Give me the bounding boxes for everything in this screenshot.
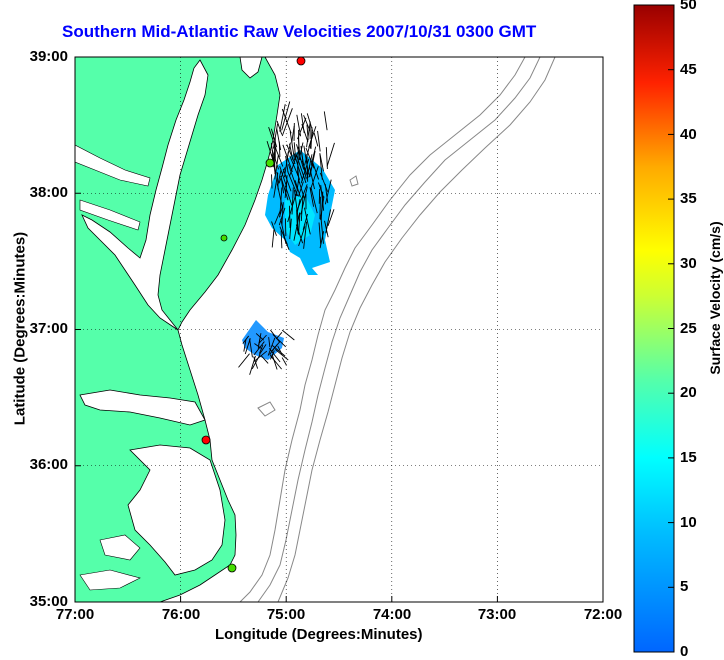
x-tick-label: 72:00: [573, 606, 633, 623]
station-marker-green: [228, 564, 236, 572]
station-marker-red: [297, 57, 305, 65]
colorbar-tick-label: 20: [680, 384, 697, 401]
x-tick-label: 74:00: [362, 606, 422, 623]
station-marker-green: [266, 159, 274, 167]
colorbar-tick-label: 15: [680, 449, 697, 466]
x-axis-label: Longitude (Degrees:Minutes): [215, 626, 423, 643]
colorbar-label: Surface Velocity (cm/s): [707, 198, 723, 398]
colorbar-tick-label: 25: [680, 320, 697, 337]
colorbar-tick-label: 45: [680, 61, 697, 78]
colorbar-tick-label: 0: [680, 643, 688, 660]
station-marker-green: [221, 235, 227, 241]
x-tick-label: 77:00: [45, 606, 105, 623]
colorbar-tick-label: 30: [680, 255, 697, 272]
colorbar-tick-label: 5: [680, 578, 688, 595]
x-tick-label: 73:00: [467, 606, 527, 623]
x-tick-label: 75:00: [256, 606, 316, 623]
colorbar-tick-label: 10: [680, 514, 697, 531]
colorbar-tick-label: 50: [680, 0, 697, 13]
y-tick-label: 36:00: [8, 456, 68, 473]
y-axis-label: Latitude (Degrees:Minutes): [12, 229, 29, 429]
colorbar-tick-label: 40: [680, 126, 697, 143]
station-marker-red: [202, 436, 210, 444]
y-tick-label: 39:00: [8, 48, 68, 65]
y-tick-label: 38:00: [8, 184, 68, 201]
colorbar-tick-label: 35: [680, 190, 697, 207]
x-tick-label: 76:00: [151, 606, 211, 623]
